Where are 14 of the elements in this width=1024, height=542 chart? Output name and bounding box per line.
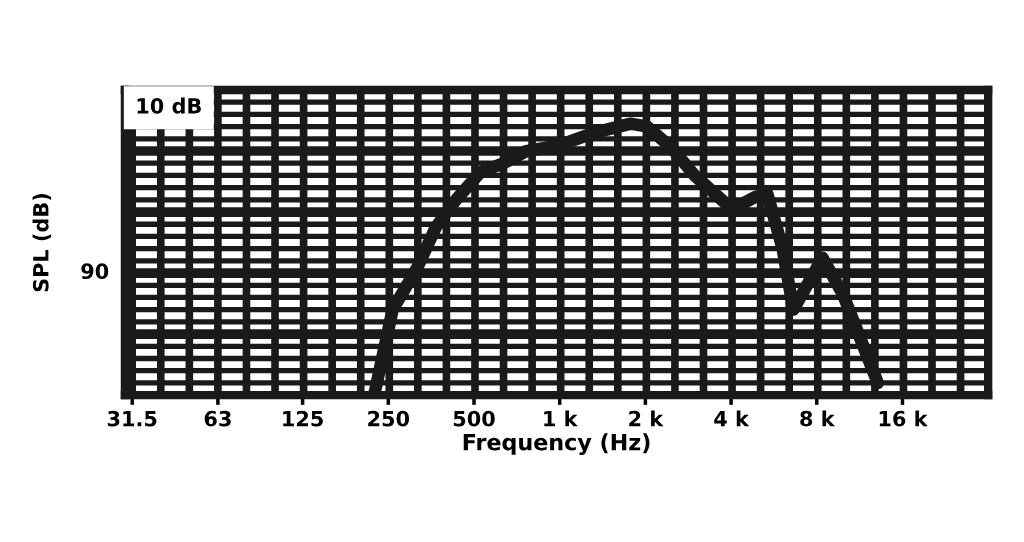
y-axis-title: SPL (dB) [32,194,52,292]
text: 90 [81,263,109,280]
x-axis-title: Frequency (Hz) [463,433,650,455]
x-tick-label: 2 k [629,410,664,427]
x-tick-label: 31.5 [107,410,157,427]
x-tick-label: 500 [453,410,495,427]
x-tick-label: 4 k [714,410,750,427]
x-tick-label: 8 k [800,410,835,427]
x-tick-label: 63 [204,410,231,427]
x-tick-label: 250 [368,410,410,427]
text: 10 dB [137,97,201,114]
x-tick-label: 16 k [879,410,928,427]
x-tick-label: 125 [283,410,323,427]
x-tick-label: 1 k [544,410,578,427]
